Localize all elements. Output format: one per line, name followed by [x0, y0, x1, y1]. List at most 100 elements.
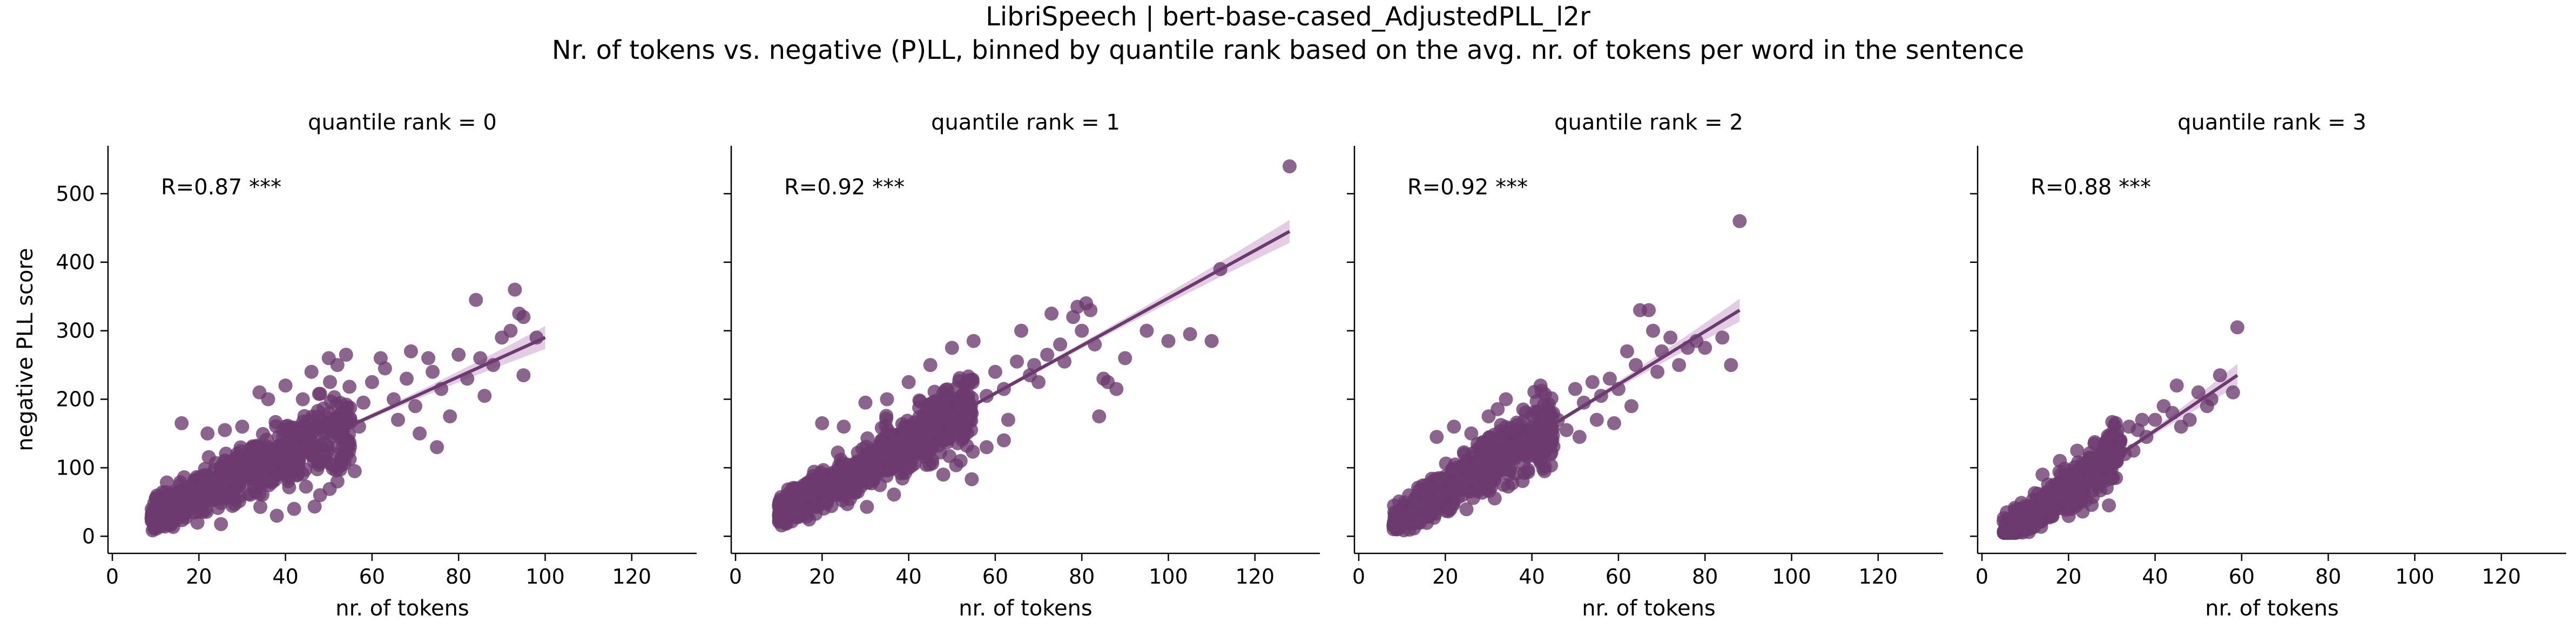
scatter-point	[2070, 443, 2085, 458]
scatter-point	[1516, 402, 1530, 417]
x-tick-label: 120	[612, 565, 652, 588]
scatter-point	[996, 433, 1011, 448]
scatter-point	[2078, 457, 2093, 471]
scatter-point	[2169, 378, 2184, 393]
scatter-point	[516, 310, 531, 324]
scatter-point	[281, 431, 296, 446]
scatter-point	[200, 426, 215, 441]
scatter-point	[921, 439, 935, 454]
scatter-point	[1559, 423, 1574, 437]
x-tick-label: 100	[1772, 565, 1811, 588]
scatter-point	[208, 456, 223, 470]
scatter-point	[1572, 430, 1587, 444]
scatter-point	[1479, 468, 1493, 483]
scatter-point	[940, 435, 954, 450]
panel-2: quantile rank = 2 R=0.92 *** 0 20 40 60 80 100 1…	[1347, 110, 1943, 621]
x-tick-label: 120	[1236, 565, 1275, 588]
panel-title: quantile rank = 3	[2177, 110, 2366, 135]
scatter-point	[1533, 378, 1548, 393]
x-tick-label: 0	[1352, 565, 1365, 588]
scatter-point	[313, 387, 327, 401]
scatter-point	[255, 427, 270, 441]
scatter-point	[1139, 323, 1154, 338]
scatter-point	[1509, 415, 1524, 430]
scatter-point	[323, 375, 337, 389]
scatter-point	[233, 440, 248, 455]
correlation-annotation: R=0.92 ***	[784, 175, 905, 200]
scatter-point	[413, 426, 427, 441]
scatter-point	[269, 509, 284, 523]
scatter-point	[1520, 450, 1534, 464]
x-tick-label: 80	[1692, 565, 1718, 588]
scatter-point	[1456, 445, 1471, 459]
scatter-point	[1629, 358, 1643, 373]
scatter-point	[426, 364, 440, 379]
scatter-point	[1672, 358, 1687, 373]
x-tick-label: 100	[2395, 565, 2435, 588]
scatter-point	[1724, 358, 1738, 373]
x-axis-label: nr. of tokens	[335, 596, 469, 621]
scatter-point	[312, 458, 326, 472]
scatter-point	[218, 486, 232, 501]
scatter-point	[815, 416, 830, 430]
scatter-point	[908, 422, 922, 436]
scatter-point	[311, 404, 325, 418]
scatter-point	[988, 364, 1002, 379]
x-tick-label: 80	[446, 565, 471, 588]
scatter-point	[477, 389, 492, 403]
scatter-point	[408, 399, 422, 414]
regression-line	[2002, 374, 2238, 534]
scatter-point	[860, 499, 874, 514]
correlation-annotation: R=0.92 ***	[1407, 175, 1528, 200]
scatter-point	[1482, 430, 1496, 444]
scatter-point	[1515, 474, 1530, 488]
panel-3: quantile rank = 3 R=0.88 *** 0 20 40 60 80 100 1…	[1970, 110, 2566, 621]
scatter-point	[421, 351, 436, 366]
scatter-point	[304, 364, 319, 379]
regression-line	[778, 229, 1291, 514]
scatter-point	[1447, 419, 1461, 434]
scatter-point	[865, 473, 879, 488]
regression-line	[150, 336, 546, 517]
y-tick-label: 500	[56, 182, 95, 206]
scatter-point	[1698, 341, 1712, 355]
y-tick-label: 100	[56, 456, 95, 479]
scatter-point	[325, 411, 340, 425]
scatter-point	[966, 444, 980, 459]
scatter-point	[2191, 385, 2206, 400]
scatter-point	[965, 472, 979, 486]
scatter-point	[1031, 375, 1046, 389]
scatter-point	[1204, 334, 1219, 348]
x-axis-label: nr. of tokens	[959, 596, 1093, 621]
scatter-point	[1439, 456, 1453, 471]
panel-1: quantile rank = 1 R=0.92 *** 0 20 40 60 80 100 1…	[724, 110, 1320, 621]
scatter-point	[1183, 327, 1197, 341]
scatter-point	[1459, 502, 1474, 517]
scatter-point	[1075, 323, 1089, 338]
scatter-point	[923, 358, 938, 373]
scatter-point	[1521, 463, 1535, 477]
figure-title: LibriSpeech | bert-base-cased_AdjustedPL…	[0, 0, 2576, 67]
scatter-point	[858, 395, 873, 410]
scatter-point	[837, 419, 851, 434]
scatter-point	[356, 395, 370, 410]
scatter-point	[1568, 382, 1582, 396]
scatter-point	[1083, 303, 1098, 317]
scatter-point	[1044, 306, 1059, 321]
scatter-point	[901, 441, 916, 456]
x-tick-label: 100	[1149, 565, 1188, 588]
scatter-point	[218, 423, 232, 437]
panel-0: quantile rank = 0 R=0.87 *** 0 20 40 60 80 100 1…	[13, 110, 697, 621]
scatter-point-cloud	[144, 375, 358, 538]
x-tick-label: 40	[272, 565, 298, 588]
scatter-point	[2100, 460, 2114, 475]
scatter-point	[391, 412, 405, 427]
scatter-point	[958, 388, 973, 403]
scatter-point	[913, 394, 927, 409]
scatter-point	[451, 348, 466, 362]
scatter-point	[2064, 502, 2079, 516]
scatter-point	[807, 464, 821, 479]
x-tick-label: 0	[1975, 565, 1988, 588]
scatter-point	[945, 341, 959, 355]
scatter-point	[347, 464, 362, 478]
